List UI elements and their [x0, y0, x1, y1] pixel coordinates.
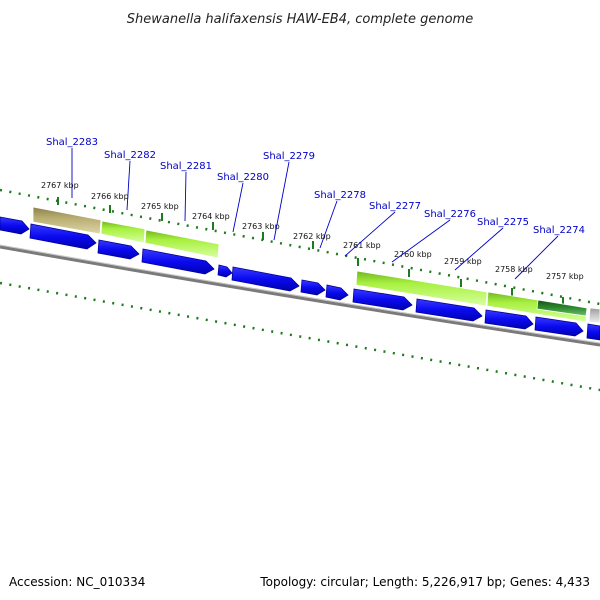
genome-backbone	[0, 244, 600, 347]
gc-dots-outer	[0, 188, 600, 306]
tick-label: 2764 kbp	[192, 212, 230, 221]
leader-line	[232, 182, 244, 233]
cds-arrow	[586, 323, 600, 341]
match-segment-green	[144, 229, 220, 259]
match-segment-green	[100, 220, 146, 244]
tick-label: 2765 kbp	[141, 202, 179, 211]
gene-label: Shal_2274	[533, 225, 585, 236]
tick-label: 2761 kbp	[343, 241, 381, 250]
gene-label: Shal_2279	[263, 151, 315, 162]
cds-arrow	[29, 223, 97, 250]
tick-marks	[57, 197, 564, 305]
leader-line	[344, 211, 396, 257]
tick-label: 2762 kbp	[293, 232, 331, 241]
gene-label-leaders	[71, 148, 559, 280]
cds-arrow	[534, 316, 584, 337]
gc-content-outer-track	[0, 188, 600, 306]
match-segment-grey	[588, 307, 600, 324]
gc-dots-inner	[0, 281, 600, 392]
cds-arrow	[97, 239, 140, 260]
leader-line	[184, 171, 187, 222]
cds-arrow	[352, 288, 413, 311]
leader-line	[273, 161, 290, 241]
gene-labels: Shal_2283 Shal_2282 Shal_2281 Shal_2280 …	[46, 137, 585, 236]
cds-arrow	[415, 298, 483, 322]
backbone-highlight	[0, 244, 600, 344]
leader-line	[319, 200, 338, 249]
leader-line	[454, 227, 504, 271]
cds-arrow	[231, 266, 300, 292]
tick-label: 2759 kbp	[444, 257, 482, 266]
cds-arrow	[484, 309, 534, 330]
gene-label: Shal_2283	[46, 137, 98, 148]
tick-label: 2760 kbp	[394, 250, 432, 259]
gene-label: Shal_2276	[424, 209, 476, 220]
cds-arrow	[300, 279, 326, 296]
map-title: Shewanella halifaxensis HAW-EB4, complet…	[127, 12, 473, 27]
match-track	[32, 206, 600, 324]
gc-content-inner-track	[0, 281, 600, 392]
tick-label: 2757 kbp	[546, 272, 584, 281]
cds-track	[0, 216, 600, 341]
gene-label: Shal_2280	[217, 172, 269, 183]
leader-line	[126, 160, 131, 211]
tick-label: 2758 kbp	[495, 265, 533, 274]
tick-label: 2763 kbp	[242, 222, 280, 231]
gene-label: Shal_2277	[369, 201, 421, 212]
accession-label: Accession: NC_010334	[9, 575, 145, 589]
gene-label: Shal_2282	[104, 150, 156, 161]
match-segment-green	[355, 270, 488, 307]
match-segment-dark-green	[536, 299, 588, 317]
cds-arrow	[141, 248, 215, 275]
backbone-line	[0, 245, 600, 347]
gene-label: Shal_2281	[160, 161, 212, 172]
tick-label: 2767 kbp	[41, 181, 79, 190]
match-segment-olive	[32, 206, 102, 235]
gene-label: Shal_2278	[314, 190, 366, 201]
cds-arrow	[0, 216, 30, 235]
cds-arrow	[217, 264, 233, 278]
gene-label: Shal_2275	[477, 217, 529, 228]
genome-summary: Topology: circular; Length: 5,226,917 bp…	[259, 575, 590, 589]
cds-arrow	[325, 284, 349, 301]
leader-line	[514, 235, 559, 280]
position-labels: 2767 kbp 2766 kbp 2765 kbp 2764 kbp 2763…	[41, 181, 584, 281]
leader-line	[391, 219, 451, 263]
tick-label: 2766 kbp	[91, 192, 129, 201]
